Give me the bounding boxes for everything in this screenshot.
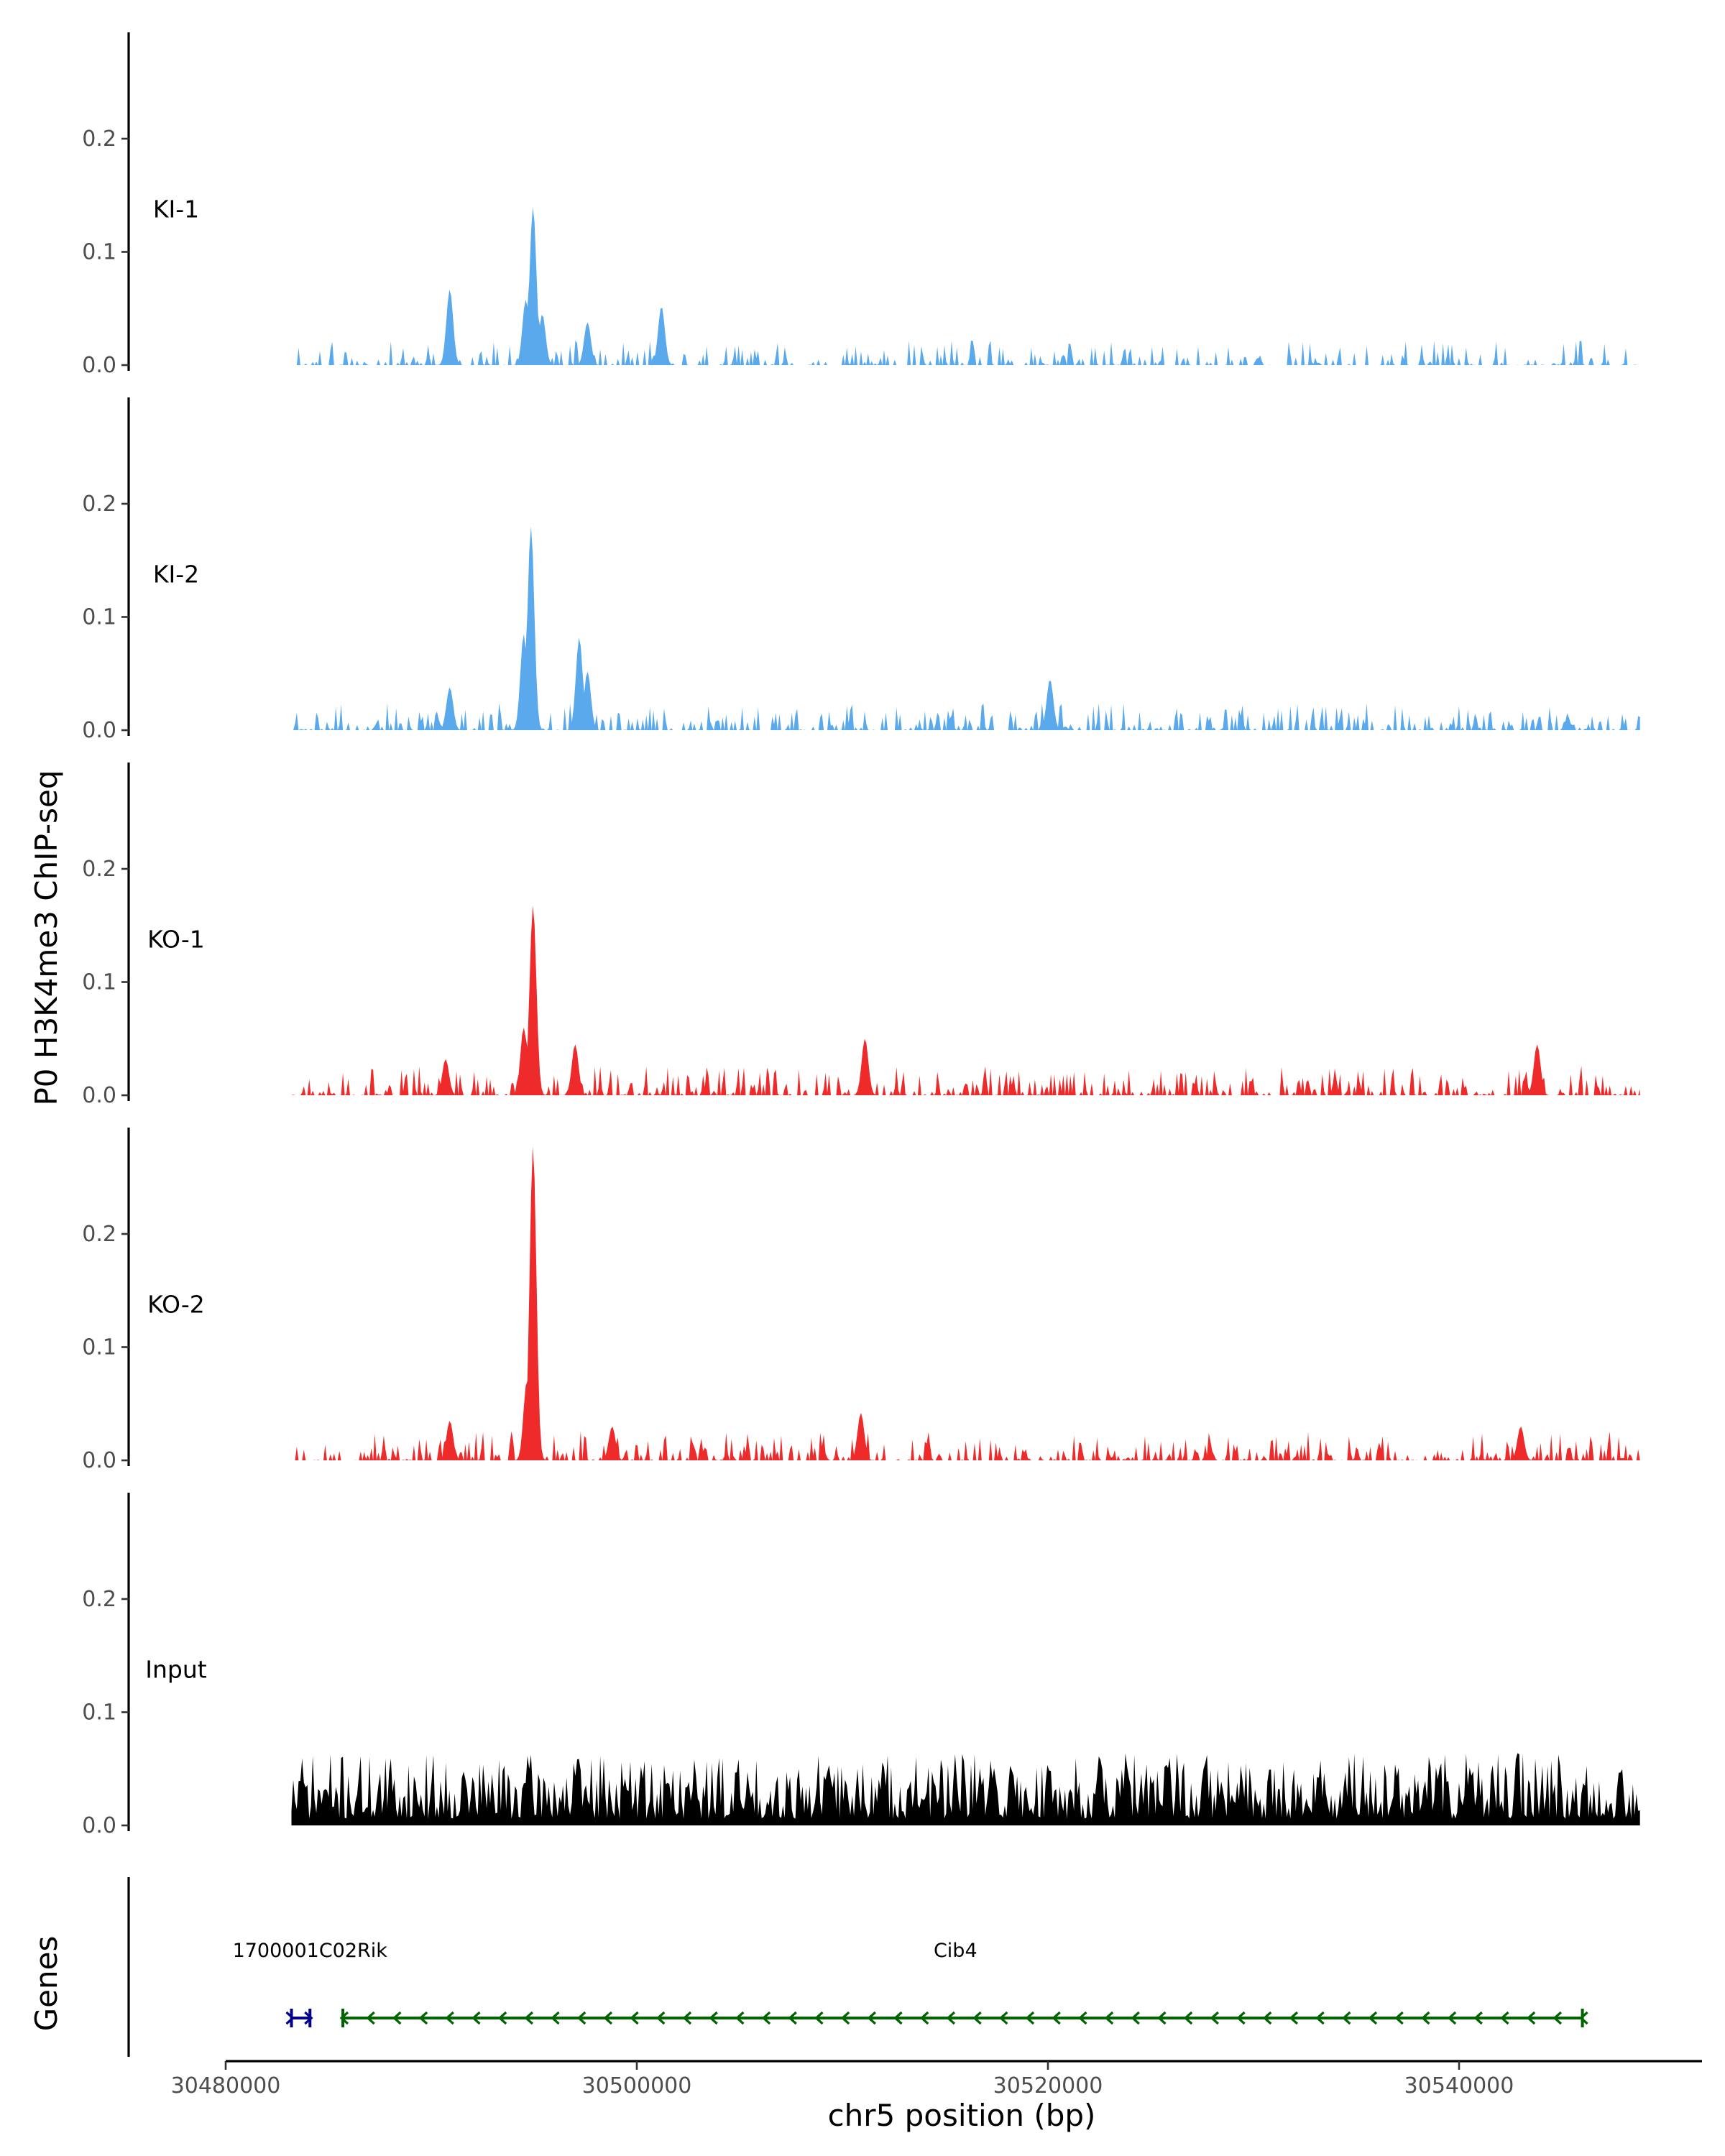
strand-arrow [814, 2011, 824, 2025]
strand-arrow [551, 2011, 560, 2025]
strand-arrow [998, 2011, 1008, 2025]
strand-arrow [1341, 2011, 1351, 2025]
gene-label: Cib4 [934, 1940, 978, 1962]
track-input: 0.0 0.1 0.2 Input [82, 1493, 1640, 1838]
y-tick-label: 0.1 [82, 1700, 116, 1726]
gene-1700001c02rik: 1700001C02Rik [233, 1940, 388, 2027]
strand-arrow [1368, 2011, 1378, 2025]
track-ki-2: 0.0 0.1 0.2 KI-2 [82, 397, 1640, 743]
strand-arrow [472, 2011, 481, 2025]
strand-arrow [1421, 2011, 1430, 2025]
x-tick-label: 30540000 [1404, 2073, 1514, 2099]
y-tick-label: 0.0 [82, 1813, 116, 1838]
genes-track-title: Genes [29, 1936, 64, 2032]
y-tick-label: 0.0 [82, 718, 116, 743]
strand-arrow [972, 2011, 982, 2025]
y-axis-title: P0 H3K4me3 ChIP-seq [29, 770, 64, 1105]
track-ko-2: 0.0 0.1 0.2 KO-2 [82, 1128, 1640, 1473]
y-tick-label: 0.1 [82, 1335, 116, 1360]
y-tick-label: 0.2 [82, 1222, 116, 1247]
y-tick-label: 0.0 [82, 1448, 116, 1473]
track-ko-1: 0.0 0.1 0.2 KO-1 [82, 763, 1640, 1108]
coverage-area-ko-1 [291, 906, 1640, 1095]
coverage-area-ki-1 [291, 207, 1640, 365]
track-label-ki-1: KI-1 [153, 195, 199, 224]
gene-cib4: Cib4 [339, 1940, 1588, 2027]
coverage-tracks: 0.00.10.2KI-10.00.10.2KI-20.00.10.2KO-10… [82, 32, 1640, 1838]
x-tick-label: 30500000 [582, 2073, 692, 2099]
strand-arrow [709, 2011, 718, 2025]
strand-arrow [893, 2011, 903, 2025]
strand-arrow [418, 2011, 428, 2025]
strand-arrow [840, 2011, 850, 2025]
strand-arrow [682, 2011, 692, 2025]
strand-arrow [630, 2011, 639, 2025]
strand-arrow [656, 2011, 666, 2025]
strand-arrow [1236, 2011, 1246, 2025]
y-tick-label: 0.1 [82, 605, 116, 630]
strand-arrow [1052, 2011, 1061, 2025]
strand-arrow [1447, 2011, 1457, 2025]
strand-arrow [788, 2011, 797, 2025]
y-tick-label: 0.2 [82, 126, 116, 152]
strand-arrow [761, 2011, 771, 2025]
y-tick-label: 0.0 [82, 353, 116, 378]
gene-label: 1700001C02Rik [233, 1940, 388, 1962]
strand-arrow [1473, 2011, 1483, 2025]
gene-track: 1700001C02Rik Cib4 [127, 1877, 1588, 2057]
strand-arrow [1500, 2011, 1509, 2025]
strand-arrow [1394, 2011, 1404, 2025]
strand-arrow [1210, 2011, 1219, 2025]
strand-arrow [392, 2011, 402, 2025]
strand-arrow [1262, 2011, 1272, 2025]
x-tick-label: 30480000 [171, 2073, 281, 2099]
track-label-ki-2: KI-2 [153, 561, 199, 589]
track-label-ko-1: KO-1 [147, 926, 205, 954]
x-tick-label: 30520000 [993, 2073, 1103, 2099]
strand-arrow [735, 2011, 745, 2025]
strand-arrow [576, 2011, 586, 2025]
strand-arrow [1183, 2011, 1193, 2025]
strand-arrow [524, 2011, 533, 2025]
strand-arrow [1552, 2011, 1562, 2025]
strand-arrow [497, 2011, 507, 2025]
strand-arrow [867, 2011, 876, 2025]
strand-arrow [946, 2011, 956, 2025]
strand-arrow [1078, 2011, 1087, 2025]
strand-arrow [603, 2011, 613, 2025]
strand-arrow [445, 2011, 454, 2025]
y-tick-label: 0.0 [82, 1083, 116, 1108]
y-tick-label: 0.1 [82, 240, 116, 265]
x-axis: 30480000 30500000 30520000 30540000 [171, 2060, 1702, 2099]
strand-arrow [1025, 2011, 1035, 2025]
strand-arrow [1526, 2011, 1536, 2025]
x-axis-title: chr5 position (bp) [828, 2098, 1096, 2133]
track-label-input: Input [145, 1656, 207, 1684]
strand-arrow [1289, 2011, 1299, 2025]
strand-arrow [1157, 2011, 1167, 2025]
coverage-area-ki-2 [291, 526, 1640, 730]
track-label-ko-2: KO-2 [147, 1291, 205, 1319]
strand-arrow [366, 2011, 375, 2025]
y-tick-label: 0.2 [82, 857, 116, 882]
strand-arrow [1315, 2011, 1325, 2025]
strand-arrow [1131, 2011, 1140, 2025]
coverage-area-input [291, 1753, 1640, 1825]
strand-arrow [1104, 2011, 1114, 2025]
coverage-area-ko-2 [291, 1146, 1640, 1460]
y-tick-label: 0.1 [82, 970, 116, 995]
track-ki-1: 0.0 0.1 0.2 KI-1 [82, 32, 1640, 378]
y-tick-label: 0.2 [82, 1587, 116, 1612]
y-tick-label: 0.2 [82, 492, 116, 517]
strand-arrow [919, 2011, 929, 2025]
